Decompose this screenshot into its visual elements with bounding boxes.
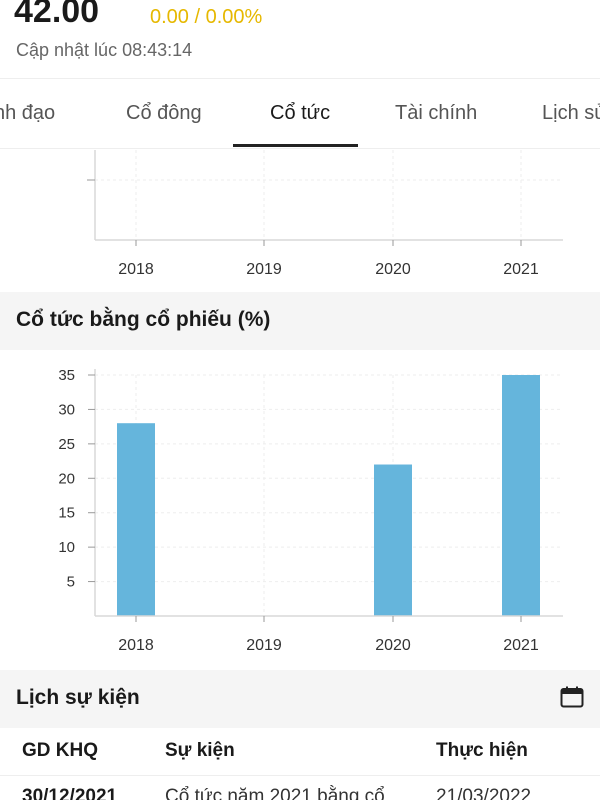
row-event: Cổ tức năm 2021 bằng cổ [165,786,385,800]
tab-shareholders[interactable]: Cổ đông [126,102,202,124]
stock-dividend-chart: 5 10 15 20 25 30 35 2018 2019 2020 2021 [0,350,600,668]
cash-dividend-chart: 2018 2019 2020 2021 [0,150,600,290]
bar-2021 [502,375,540,616]
row-ex-date: 30/12/2021 [22,786,118,800]
x-tick-label: 2020 [375,261,411,278]
bar-2020 [374,464,412,616]
tab-dividends[interactable]: Cổ tức [270,102,331,124]
cash-dividend-chart-svg: 2018 2019 2020 2021 [87,150,563,278]
y-tick-label: 25 [58,436,75,453]
row-execution: 21/03/2022 [436,786,532,800]
events-table-header: GD KHQ Sự kiện Thực hiện [0,728,600,776]
calendar-icon[interactable] [560,686,584,708]
x-tick-label: 2018 [118,261,154,278]
events-title: Lịch sự kiện [16,686,140,709]
y-tick-label: 20 [58,470,75,487]
stock-dividend-chart-svg: 5 10 15 20 25 30 35 2018 2019 2020 2021 [58,367,563,654]
tabs-divider [0,148,600,149]
column-header-execution[interactable]: Thực hiện [436,740,528,761]
column-header-ex-date[interactable]: GD KHQ [22,740,98,761]
bar-2018 [117,423,155,616]
x-tick-label: 2018 [118,637,154,654]
tab-history[interactable]: Lịch sử [542,102,600,124]
price-change: 0.00 / 0.00% [150,6,263,28]
active-tab-indicator [233,144,358,147]
tab-finance[interactable]: Tài chính [395,102,478,124]
x-tick-label: 2019 [246,637,282,654]
x-tick-label: 2019 [246,261,282,278]
tab-leadership[interactable]: nh đạo [0,102,56,124]
x-tick-label: 2020 [375,637,411,654]
header-divider [0,78,600,79]
y-tick-label: 10 [58,539,75,556]
x-tick-label: 2021 [503,637,539,654]
stock-price: 42.00 [14,0,100,30]
x-tick-label: 2021 [503,261,539,278]
events-header: Lịch sự kiện [0,670,600,728]
y-tick-label: 15 [58,505,75,522]
y-tick-label: 5 [67,574,75,591]
table-row[interactable]: 30/12/2021 Cổ tức năm 2021 bằng cổ 21/03… [0,786,600,800]
y-tick-label: 35 [58,367,75,384]
table-divider [0,775,600,776]
column-header-event[interactable]: Sự kiện [165,740,235,761]
y-tick-label: 30 [58,401,75,418]
tab-bar: nh đạo Cổ đông Cổ tức Tài chính Lịch sử [0,80,600,148]
stock-dividend-header: Cổ tức bằng cổ phiếu (%) [0,292,600,350]
stock-dividend-title: Cổ tức bằng cổ phiếu (%) [16,308,271,331]
updated-time: Cập nhật lúc 08:43:14 [16,40,193,60]
